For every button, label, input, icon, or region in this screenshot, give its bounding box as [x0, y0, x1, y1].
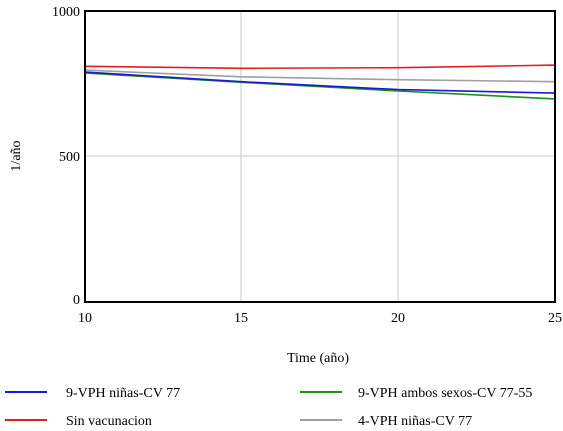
x-axis: 10 15 20 25 Time (año) — [78, 311, 562, 366]
y-axis: 1000 500 0 1/año — [9, 5, 80, 308]
x-tick-label-20: 20 — [391, 311, 405, 326]
y-tick-label-500: 500 — [59, 150, 80, 165]
series-line-4vph-ninas — [84, 69, 556, 83]
x-tick-label-25: 25 — [548, 311, 562, 326]
y-tick-label-1000: 1000 — [52, 5, 80, 20]
series-layer — [84, 64, 556, 100]
plot-area-frame — [84, 10, 556, 303]
gridlines — [85, 11, 555, 302]
y-axis-title: 1/año — [9, 140, 24, 171]
x-tick-label-15: 15 — [234, 311, 248, 326]
legend: 9-VPH niñas-CV 77 9-VPH ambos sexos-CV 7… — [5, 386, 532, 429]
legend-label-sin-vacunacion: Sin vacunacion — [66, 414, 152, 429]
legend-label-4vph-ninas: 4-VPH niñas-CV 77 — [358, 414, 472, 429]
x-tick-label-10: 10 — [78, 311, 92, 326]
legend-item-9vph-ninas: 9-VPH niñas-CV 77 — [5, 386, 180, 401]
x-axis-title: Time (año) — [287, 351, 349, 366]
y-tick-label-0: 0 — [73, 293, 80, 308]
legend-label-9vph-ninas: 9-VPH niñas-CV 77 — [66, 386, 180, 401]
legend-item-9vph-ambos: 9-VPH ambos sexos-CV 77-55 — [300, 386, 532, 401]
series-line-sin-vacunacion — [84, 64, 556, 70]
legend-item-4vph-ninas: 4-VPH niñas-CV 77 — [300, 414, 472, 429]
legend-label-9vph-ambos: 9-VPH ambos sexos-CV 77-55 — [358, 386, 532, 401]
legend-item-sin-vacunacion: Sin vacunacion — [5, 414, 152, 429]
series-line-9vph-ninas — [84, 71, 556, 94]
